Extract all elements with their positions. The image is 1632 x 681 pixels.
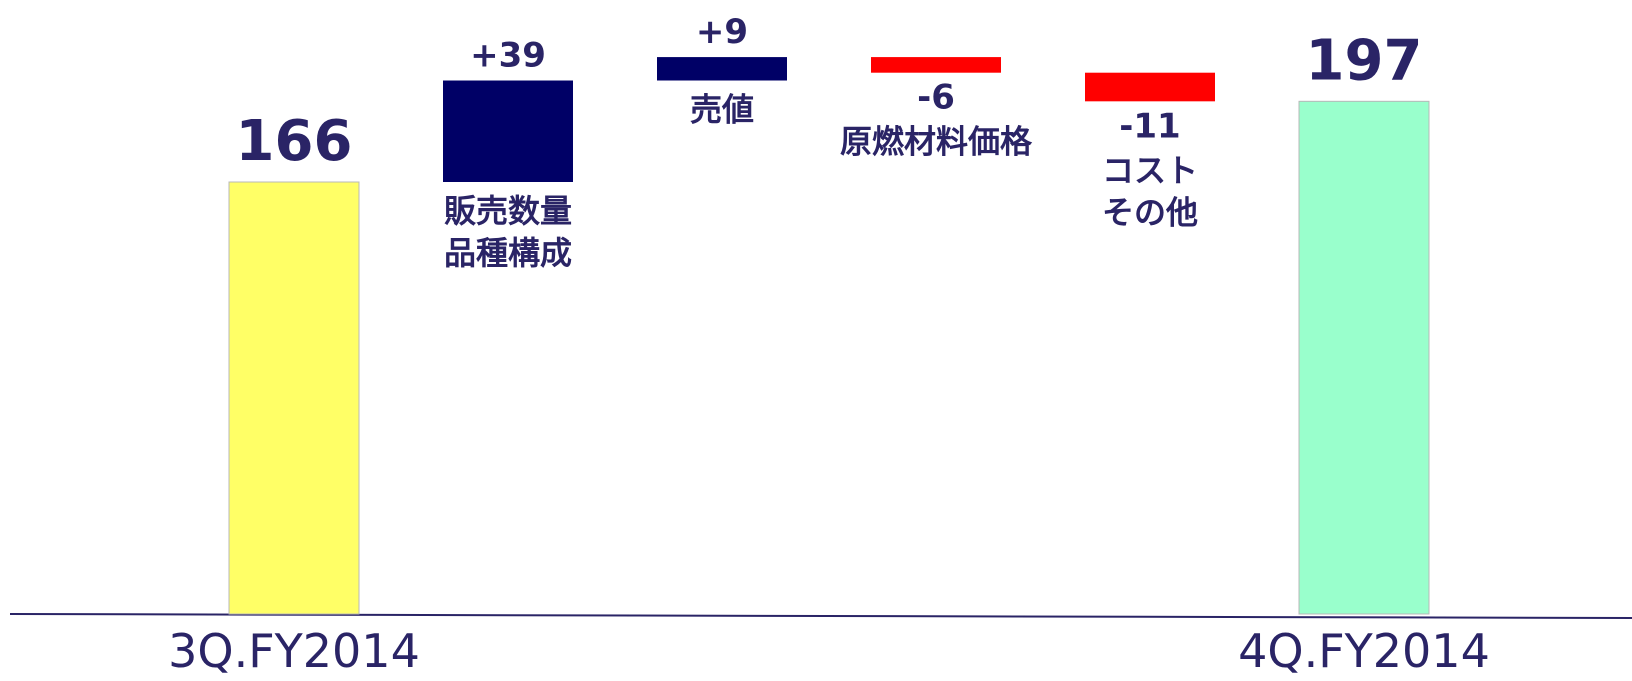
category-label-2-line-1: 販売数量 xyxy=(444,192,572,230)
bar-3 xyxy=(657,57,787,81)
bar-6 xyxy=(1298,100,1430,615)
value-label-2: +39 xyxy=(470,36,546,76)
category-label-5-line-2: その他 xyxy=(1102,193,1198,231)
value-label-4: -6 xyxy=(917,78,955,118)
value-label-5: -11 xyxy=(1119,106,1180,146)
bar-1 xyxy=(228,181,360,615)
bar-5 xyxy=(1085,72,1215,102)
x-axis-line xyxy=(9,613,1632,619)
category-label-2-line-2: 品種構成 xyxy=(444,234,572,272)
value-label-6: 197 xyxy=(1306,28,1423,93)
bar-2 xyxy=(443,80,573,182)
category-label-3-line-1: 売値 xyxy=(690,91,754,129)
x-tick-label-1: 3Q.FY2014 xyxy=(168,624,420,678)
x-tick-label-6: 4Q.FY2014 xyxy=(1238,624,1490,678)
value-label-1: 166 xyxy=(236,109,353,174)
bar-4 xyxy=(871,57,1001,73)
category-label-4-line-1: 原燃材料価格 xyxy=(840,123,1033,161)
value-label-3: +9 xyxy=(696,12,748,52)
category-label-5-line-1: コスト xyxy=(1102,151,1198,189)
